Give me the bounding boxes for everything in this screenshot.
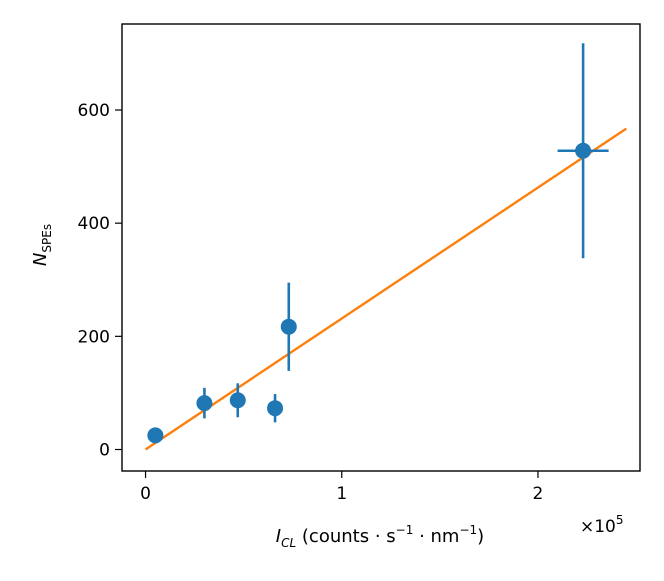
x-tick-label: 2 — [533, 484, 544, 504]
y-tick-label: 600 — [78, 101, 110, 121]
axes-frame — [121, 23, 641, 472]
y-tick-label: 400 — [78, 214, 110, 234]
x-offset-label: ×105 — [580, 513, 624, 537]
data-point — [267, 400, 284, 417]
x-axis-label-mid: · nm — [413, 526, 459, 547]
x-axis-label: ICL (counts · s−1 · nm−1) — [276, 523, 484, 550]
x-axis-label-sub: CL — [281, 536, 296, 550]
data-point — [280, 318, 297, 335]
data-points-group — [147, 43, 609, 444]
x-axis-label-end: ) — [477, 526, 484, 547]
data-point — [575, 142, 592, 159]
data-point — [229, 392, 246, 409]
data-point — [147, 427, 164, 444]
x-tick-label: 1 — [336, 484, 347, 504]
y-ticks: 0 200 400 600 — [78, 101, 122, 460]
y-axis-label: NSPEs — [30, 224, 54, 266]
x-axis-label-sup1: −1 — [396, 523, 414, 537]
x-offset-exp: 5 — [616, 513, 624, 527]
y-axis-label-main: N — [30, 253, 51, 266]
y-tick-label: 200 — [78, 327, 110, 347]
x-axis-label-rest: (counts · s — [296, 526, 395, 547]
fit-line — [144, 127, 627, 451]
x-tick-label: 0 — [140, 484, 151, 504]
x-axis-label-sup2: −1 — [459, 523, 477, 537]
x-axis-label-main: I — [276, 526, 281, 547]
x-ticks: 0 1 2 — [140, 471, 543, 504]
x-offset-base: ×10 — [580, 517, 616, 537]
y-tick-label: 0 — [99, 440, 110, 460]
y-axis-label-sub: SPEs — [40, 224, 54, 253]
data-point — [196, 395, 213, 412]
fit-line-group — [144, 127, 627, 451]
